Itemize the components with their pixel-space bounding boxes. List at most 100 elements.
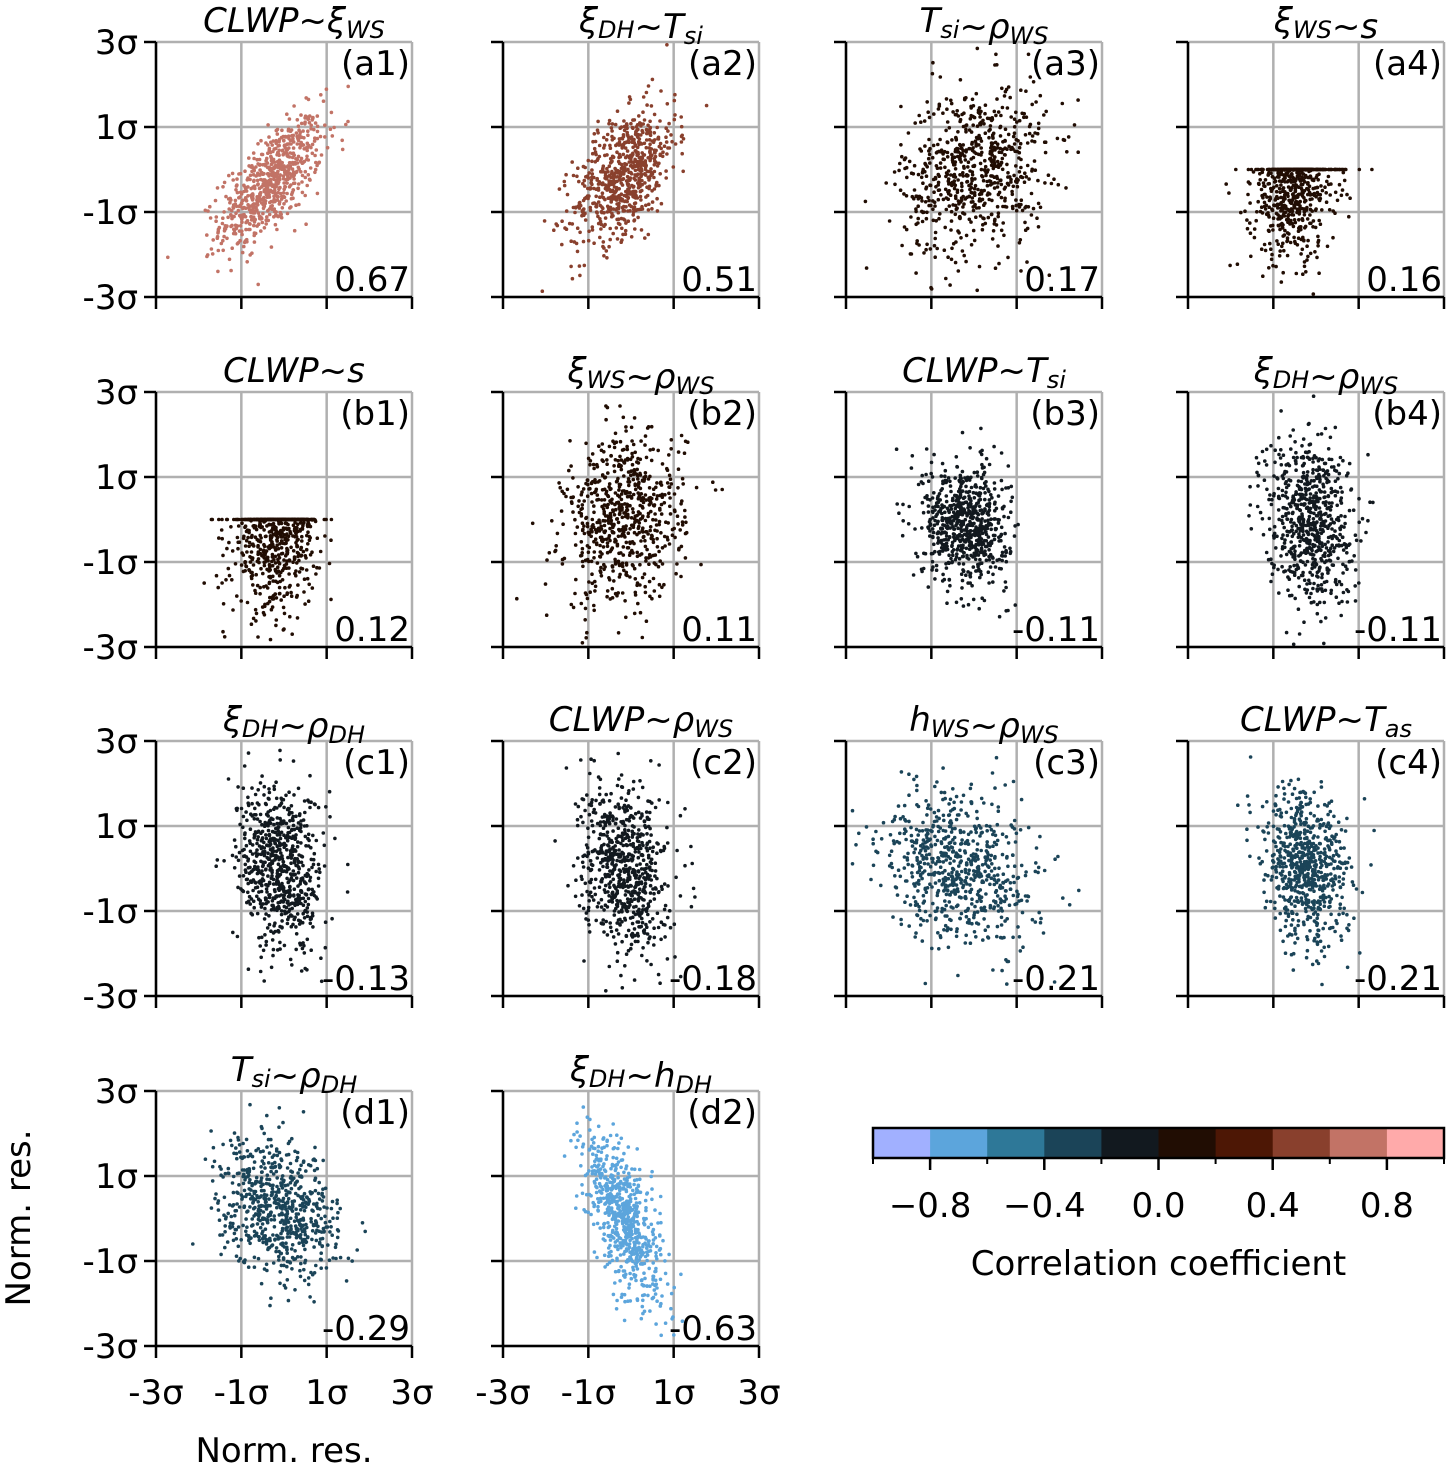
scatter-point	[620, 238, 624, 242]
scatter-point	[966, 165, 970, 169]
scatter-point	[292, 177, 296, 181]
scatter-point	[205, 233, 209, 237]
scatter-point	[979, 561, 984, 565]
scatter-point	[605, 541, 610, 545]
scatter-point	[280, 551, 285, 556]
scatter-point	[1300, 206, 1304, 211]
scatter-point	[636, 482, 641, 486]
scatter-point	[267, 207, 272, 211]
scatter-point	[616, 631, 621, 635]
scatter-point	[306, 158, 311, 162]
scatter-point	[1007, 144, 1011, 149]
scatter-point	[258, 193, 262, 197]
scatter-point	[974, 569, 978, 573]
scatter-point	[911, 172, 916, 176]
scatter-point	[1005, 147, 1009, 151]
scatter-point	[1076, 150, 1080, 154]
scatter-point	[303, 120, 307, 124]
scatter-point	[1272, 176, 1277, 180]
scatter-point	[680, 523, 685, 527]
scatter-point	[899, 104, 903, 109]
scatter-point	[284, 532, 289, 537]
scatter-point	[632, 530, 637, 535]
scatter-point	[247, 156, 251, 160]
scatter-point	[585, 557, 590, 562]
scatter-point	[256, 545, 260, 549]
scatter-point	[1314, 207, 1318, 211]
scatter-point	[1306, 254, 1310, 259]
scatter-point	[1283, 228, 1287, 233]
scatter-point	[926, 195, 930, 200]
scatter-point	[947, 553, 951, 557]
scatter-point	[530, 521, 535, 526]
scatter-point	[941, 157, 945, 161]
scatter-point	[949, 556, 953, 561]
scatter-point	[1044, 109, 1048, 114]
scatter-point	[933, 230, 938, 235]
scatter-point	[1326, 182, 1331, 187]
scatter-point	[1279, 183, 1283, 187]
title-subscript: si	[684, 22, 704, 50]
scatter-point	[223, 224, 228, 228]
scatter-point	[1305, 258, 1309, 262]
scatter-point	[624, 122, 629, 126]
scatter-point	[1339, 167, 1344, 172]
scatter-point	[638, 511, 642, 516]
scatter-point	[579, 540, 584, 544]
scatter-point	[246, 176, 250, 180]
scatter-point	[344, 122, 348, 127]
scatter-point	[230, 578, 234, 582]
scatter-point	[314, 572, 318, 576]
scatter-point	[327, 561, 332, 566]
scatter-point	[246, 517, 250, 522]
y-tick-label: 3σ	[95, 373, 138, 413]
scatter-point	[625, 458, 630, 462]
scatter-point	[234, 188, 238, 192]
scatter-point	[965, 179, 970, 184]
scatter-point	[652, 159, 657, 163]
scatter-point	[233, 223, 238, 228]
scatter-point	[300, 190, 305, 195]
scatter-point	[959, 597, 964, 601]
scatter-point	[1012, 125, 1017, 129]
scatter-point	[569, 602, 574, 607]
scatter-point	[298, 142, 303, 146]
scatter-point	[921, 181, 925, 185]
scatter-point	[961, 211, 965, 215]
scatter-point	[1234, 167, 1238, 172]
scatter-point	[265, 165, 270, 170]
scatter-point	[948, 484, 953, 488]
scatter-point	[240, 229, 244, 233]
scatter-point	[248, 173, 253, 178]
scatter-point	[1277, 202, 1282, 207]
scatter-point	[924, 174, 929, 178]
scatter-point	[950, 549, 955, 554]
scatter-point	[1314, 175, 1319, 180]
scatter-point	[1317, 218, 1321, 223]
scatter-point	[1252, 227, 1257, 231]
scatter-point	[206, 209, 210, 213]
scatter-point	[593, 139, 598, 144]
scatter-point	[221, 238, 225, 243]
scatter-point	[609, 207, 613, 212]
scatter-point	[920, 500, 925, 505]
scatter-point	[619, 162, 624, 167]
scatter-point	[641, 500, 646, 505]
scatter-point	[246, 203, 250, 207]
scatter-point	[1266, 228, 1271, 233]
scatter-point	[605, 458, 609, 462]
scatter-point	[1292, 218, 1297, 222]
scatter-point	[235, 517, 240, 522]
scatter-point	[953, 160, 958, 164]
scatter-point	[1299, 237, 1304, 242]
scatter-point	[1003, 127, 1008, 131]
scatter-point	[1000, 553, 1004, 558]
scatter-point	[1263, 248, 1268, 253]
scatter-point	[620, 177, 625, 182]
scatter-point	[220, 581, 224, 585]
scatter-point	[324, 87, 329, 91]
scatter-point	[605, 132, 610, 137]
scatter-point	[269, 529, 273, 534]
scatter-point	[632, 219, 636, 223]
scatter-point	[931, 207, 935, 212]
